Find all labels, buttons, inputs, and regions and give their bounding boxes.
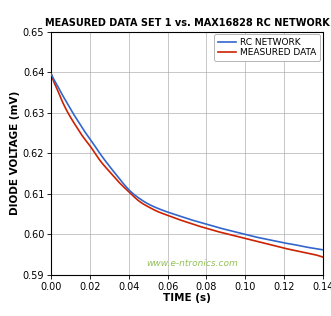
RC NETWORK	[66, 103, 70, 106]
RC NETWORK	[222, 227, 226, 231]
Line: RC NETWORK: RC NETWORK	[51, 74, 323, 250]
MEASURED DATA	[255, 240, 259, 243]
Text: www.e-ntronics.com: www.e-ntronics.com	[147, 258, 238, 268]
RC NETWORK	[214, 225, 218, 229]
RC NETWORK	[321, 248, 325, 252]
Title: MEASURED DATA SET 1 vs. MAX16828 RC NETWORK: MEASURED DATA SET 1 vs. MAX16828 RC NETW…	[45, 18, 329, 28]
Y-axis label: DIODE VOLTAGE (mV): DIODE VOLTAGE (mV)	[10, 91, 20, 216]
RC NETWORK	[255, 235, 259, 239]
MEASURED DATA	[49, 72, 53, 76]
MEASURED DATA	[207, 227, 211, 231]
MEASURED DATA	[214, 229, 218, 233]
MEASURED DATA	[222, 231, 226, 235]
RC NETWORK	[49, 72, 53, 76]
X-axis label: TIME (s): TIME (s)	[163, 293, 211, 303]
MEASURED DATA	[321, 255, 325, 259]
Legend: RC NETWORK, MEASURED DATA: RC NETWORK, MEASURED DATA	[214, 34, 320, 61]
MEASURED DATA	[66, 111, 70, 115]
Line: MEASURED DATA: MEASURED DATA	[51, 74, 323, 257]
MEASURED DATA	[283, 246, 287, 250]
RC NETWORK	[207, 223, 211, 227]
RC NETWORK	[283, 241, 287, 245]
